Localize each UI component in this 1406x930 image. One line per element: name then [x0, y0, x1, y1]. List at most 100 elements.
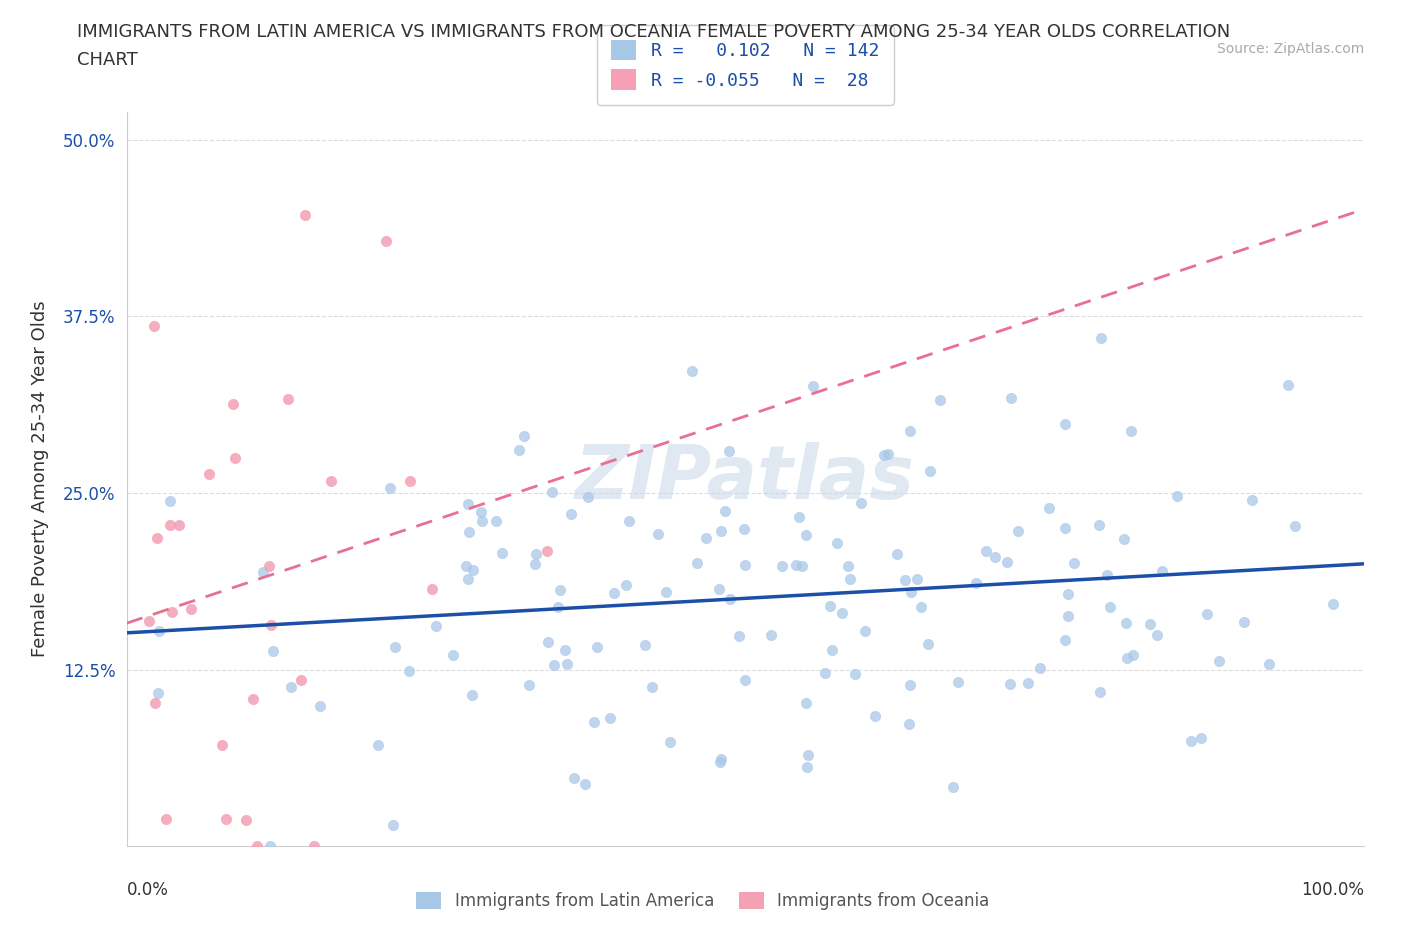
Text: Source: ZipAtlas.com: Source: ZipAtlas.com — [1216, 42, 1364, 56]
Point — [1054, 521, 1077, 536]
Text: 100.0%: 100.0% — [1301, 881, 1364, 899]
Legend: Immigrants from Latin America, Immigrants from Oceania: Immigrants from Latin America, Immigrant… — [409, 885, 997, 917]
Point — [470, 513, 492, 528]
Point — [641, 679, 664, 694]
Point — [398, 664, 420, 679]
Point — [381, 817, 404, 832]
Point — [280, 679, 302, 694]
Point — [855, 623, 877, 638]
Point — [257, 558, 280, 573]
Point — [794, 527, 817, 542]
Point — [617, 514, 640, 529]
Point — [898, 423, 921, 438]
Point — [942, 780, 965, 795]
Point — [1054, 417, 1077, 432]
Point — [252, 565, 274, 579]
Point — [454, 559, 477, 574]
Point — [235, 813, 257, 828]
Point — [792, 559, 814, 574]
Point — [1056, 609, 1078, 624]
Point — [728, 629, 751, 644]
Point — [794, 696, 817, 711]
Point — [733, 522, 755, 537]
Point — [734, 557, 756, 572]
Point — [211, 737, 233, 752]
Point — [710, 524, 733, 538]
Point — [155, 811, 177, 826]
Point — [197, 467, 219, 482]
Point — [524, 546, 547, 561]
Point — [825, 536, 848, 551]
Point — [1088, 684, 1111, 699]
Point — [789, 510, 811, 525]
Point — [734, 672, 756, 687]
Point — [1053, 632, 1076, 647]
Point — [148, 623, 170, 638]
Point — [1116, 651, 1139, 666]
Point — [997, 554, 1019, 569]
Point — [1119, 424, 1142, 439]
Point — [695, 530, 717, 545]
Point — [547, 600, 569, 615]
Point — [555, 657, 578, 671]
Point — [1150, 564, 1173, 578]
Point — [1038, 500, 1060, 515]
Point — [560, 506, 582, 521]
Point — [1240, 493, 1263, 508]
Point — [142, 319, 165, 334]
Point — [1095, 568, 1118, 583]
Point — [1258, 657, 1281, 671]
Point — [1284, 518, 1306, 533]
Point — [974, 544, 997, 559]
Point — [463, 563, 485, 578]
Text: IMMIGRANTS FROM LATIN AMERICA VS IMMIGRANTS FROM OCEANIA FEMALE POVERTY AMONG 25: IMMIGRANTS FROM LATIN AMERICA VS IMMIGRA… — [77, 23, 1230, 41]
Point — [772, 559, 794, 574]
Point — [849, 496, 872, 511]
Point — [1090, 331, 1112, 346]
Point — [837, 559, 859, 574]
Point — [537, 634, 560, 649]
Point — [384, 639, 406, 654]
Point — [614, 578, 637, 592]
Point — [647, 526, 669, 541]
Point — [491, 545, 513, 560]
Y-axis label: Female Poverty Among 25-34 Year Olds: Female Poverty Among 25-34 Year Olds — [31, 300, 49, 658]
Point — [900, 585, 922, 600]
Point — [681, 364, 703, 379]
Point — [873, 448, 896, 463]
Point — [215, 812, 238, 827]
Point — [420, 581, 443, 596]
Point — [242, 691, 264, 706]
Point — [1056, 587, 1078, 602]
Point — [304, 839, 326, 854]
Point — [260, 618, 283, 632]
Point — [399, 474, 422, 489]
Point — [718, 592, 741, 607]
Point — [290, 672, 312, 687]
Point — [920, 464, 942, 479]
Point — [513, 429, 536, 444]
Point — [876, 446, 898, 461]
Point — [905, 571, 928, 586]
Point — [277, 392, 299, 406]
Point — [797, 748, 820, 763]
Point — [659, 735, 682, 750]
Point — [167, 518, 190, 533]
Point — [375, 234, 398, 249]
Point — [457, 497, 479, 512]
Point — [294, 208, 316, 223]
Point — [562, 771, 585, 786]
Point — [634, 638, 657, 653]
Point — [548, 583, 571, 598]
Point — [897, 717, 920, 732]
Point — [485, 513, 508, 528]
Point — [159, 517, 181, 532]
Point — [1063, 556, 1085, 571]
Point — [1017, 675, 1039, 690]
Point — [686, 555, 709, 570]
Point — [457, 525, 479, 539]
Point — [821, 643, 844, 658]
Point — [1139, 617, 1161, 631]
Point — [599, 711, 621, 725]
Point — [886, 547, 908, 562]
